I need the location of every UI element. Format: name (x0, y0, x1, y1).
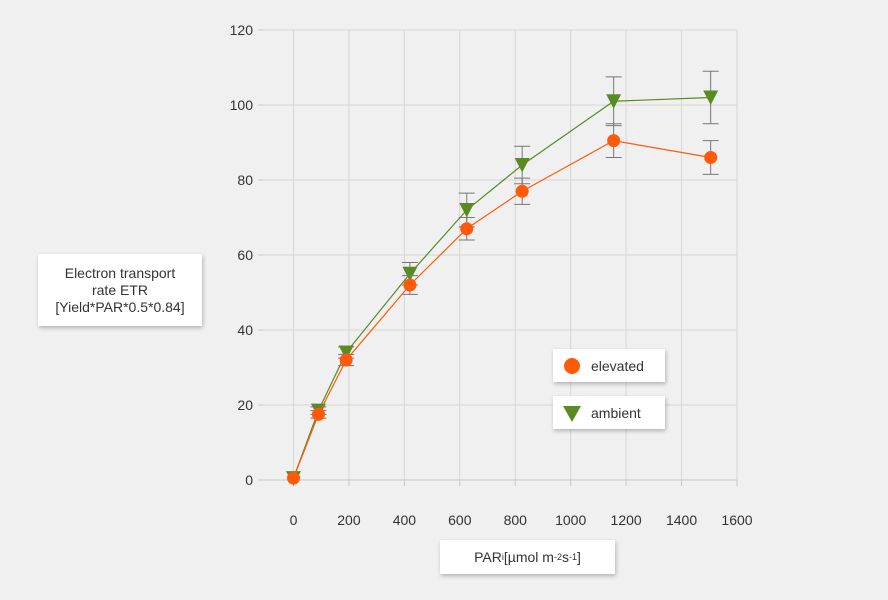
data-point-elevated (515, 184, 529, 198)
data-point-ambient (459, 203, 475, 218)
y-axis-label-line-1: Electron transport (64, 264, 176, 281)
data-point-ambient (606, 94, 622, 109)
y-axis-ticks: 0 20 40 60 80 100 120 (230, 22, 254, 488)
y-axis-label-line-3: [Yield*PAR*0.5*0.84] (55, 298, 185, 315)
x-tick-label: 0 (290, 512, 298, 528)
x-axis-label-s: s (561, 549, 569, 565)
legend-label-elevated: elevated (591, 357, 644, 374)
data-point-elevated (339, 353, 353, 367)
x-tick-label: 600 (448, 512, 472, 528)
data-point-elevated (460, 222, 474, 236)
x-axis-label-end: ] (576, 549, 581, 565)
x-axis-label: PAR i [µmol m -2 s -1] (440, 540, 615, 574)
data-point-elevated (403, 278, 417, 292)
y-tick-label: 80 (237, 172, 253, 188)
series-line-ambient (292, 96, 711, 479)
data-point-ambient (338, 345, 354, 360)
y-axis-label-line-2: rate ETR (91, 281, 148, 298)
legend-triangle-marker-icon (563, 405, 581, 422)
series (285, 70, 719, 486)
x-axis-label-sub: i (501, 552, 504, 562)
y-tick-label: 20 (237, 397, 253, 413)
x-axis-ticks: 0 200 400 600 800 1000 1200 1400 1600 (290, 512, 753, 528)
series-elevated (286, 123, 719, 485)
legend-label-ambient: ambient (591, 404, 641, 421)
y-tick-label: 120 (230, 22, 254, 38)
x-tick-label: 400 (393, 512, 417, 528)
y-tick-label: 100 (230, 97, 254, 113)
grid (258, 29, 738, 486)
x-axis-label-sup1: -2 (553, 552, 562, 562)
data-point-elevated (286, 471, 300, 485)
y-tick-label: 40 (237, 322, 253, 338)
x-tick-label: 1200 (611, 512, 642, 528)
legend-item-elevated: elevated (553, 349, 665, 382)
data-point-ambient (703, 90, 719, 105)
data-point-elevated (311, 407, 325, 421)
x-axis-label-sup2: -1 (568, 552, 577, 562)
y-tick-label: 0 (245, 472, 253, 488)
x-tick-label: 1000 (555, 512, 586, 528)
x-tick-label: 1400 (666, 512, 697, 528)
x-axis-label-base: PAR (474, 549, 502, 565)
x-tick-label: 800 (504, 512, 528, 528)
y-tick-label: 60 (237, 247, 253, 263)
x-axis-label-mid: [µmol m (503, 549, 554, 565)
data-point-ambient (514, 158, 530, 173)
data-point-ambient (402, 266, 418, 282)
series-line-elevated (292, 139, 711, 479)
x-tick-label: 1600 (721, 512, 752, 528)
y-axis-label: Electron transport rate ETR [Yield*PAR*0… (38, 254, 202, 326)
data-point-elevated (704, 151, 718, 164)
legend-item-ambient: ambient (553, 396, 665, 429)
data-point-elevated (607, 134, 621, 148)
x-tick-label: 200 (337, 512, 361, 528)
legend-circle-marker-icon (564, 357, 580, 374)
